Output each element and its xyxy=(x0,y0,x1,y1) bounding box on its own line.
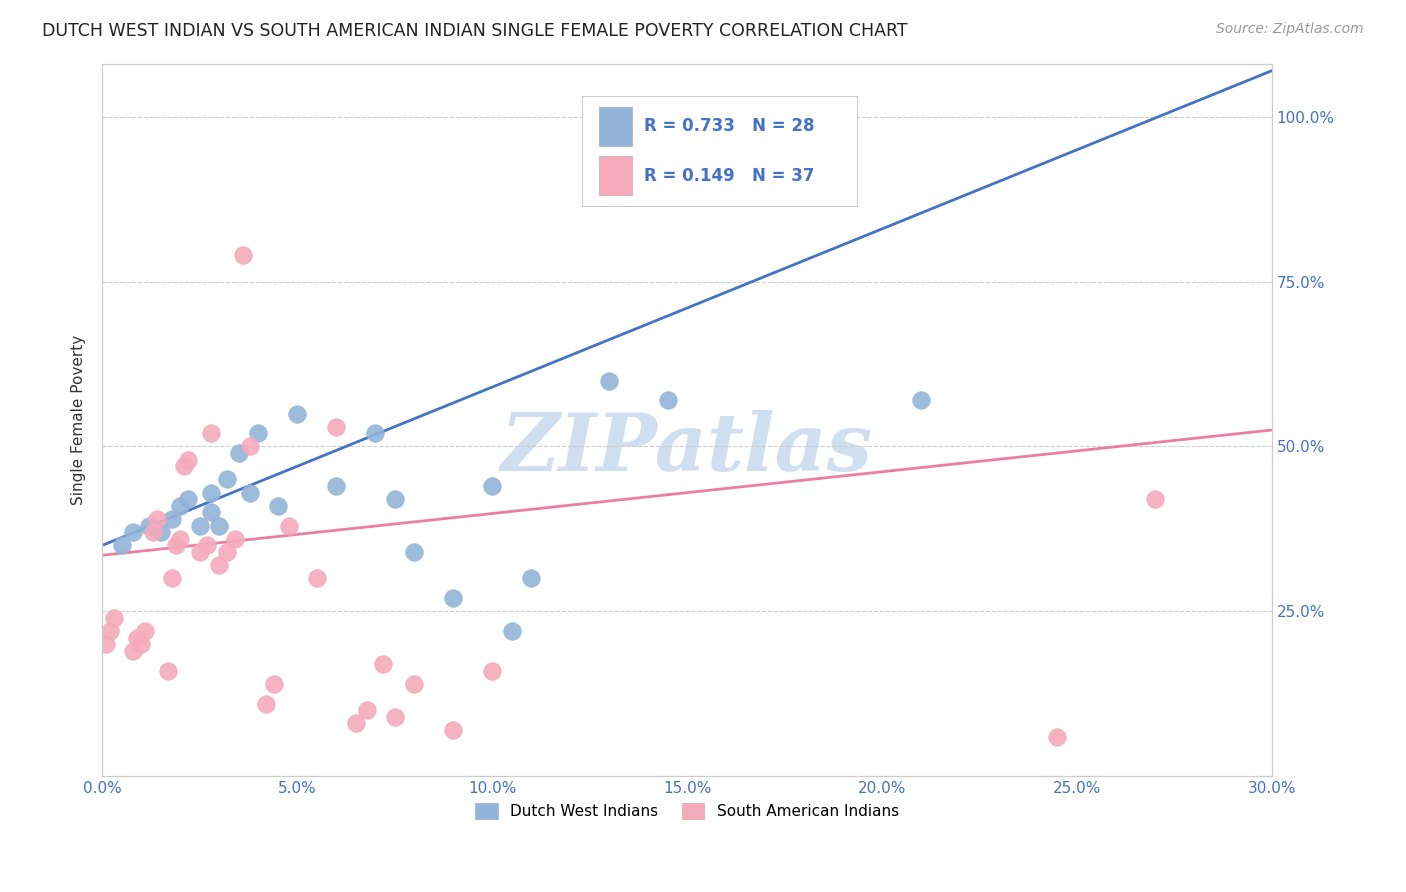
Point xyxy=(177,452,200,467)
Point xyxy=(165,538,187,552)
FancyBboxPatch shape xyxy=(582,96,856,206)
Point xyxy=(598,374,620,388)
Point xyxy=(356,703,378,717)
Point xyxy=(384,710,406,724)
Point xyxy=(134,624,156,639)
Legend: Dutch West Indians, South American Indians: Dutch West Indians, South American India… xyxy=(470,797,905,825)
Point xyxy=(278,518,301,533)
Point xyxy=(146,512,169,526)
Point xyxy=(169,499,191,513)
Point xyxy=(481,664,503,678)
Point xyxy=(94,637,117,651)
Point xyxy=(142,525,165,540)
Point xyxy=(122,525,145,540)
Point xyxy=(657,393,679,408)
Point xyxy=(122,644,145,658)
Point xyxy=(224,532,246,546)
Point xyxy=(239,485,262,500)
Point xyxy=(200,485,222,500)
Point xyxy=(215,473,238,487)
Point xyxy=(127,631,149,645)
Point xyxy=(254,697,277,711)
Text: DUTCH WEST INDIAN VS SOUTH AMERICAN INDIAN SINGLE FEMALE POVERTY CORRELATION CHA: DUTCH WEST INDIAN VS SOUTH AMERICAN INDI… xyxy=(42,22,908,40)
Point xyxy=(285,407,308,421)
Point xyxy=(197,538,219,552)
Point xyxy=(149,525,172,540)
Point xyxy=(1143,492,1166,507)
Point xyxy=(200,426,222,441)
Point xyxy=(157,664,180,678)
FancyBboxPatch shape xyxy=(599,156,633,195)
Point xyxy=(208,558,231,573)
Point xyxy=(305,571,328,585)
Point xyxy=(111,538,134,552)
Text: R = 0.733   N = 28: R = 0.733 N = 28 xyxy=(644,117,814,136)
Point xyxy=(200,505,222,519)
Point xyxy=(501,624,523,639)
Point xyxy=(325,479,347,493)
Point xyxy=(98,624,121,639)
Point xyxy=(177,492,200,507)
Point xyxy=(239,440,262,454)
Point xyxy=(520,571,543,585)
Point xyxy=(910,393,932,408)
Point xyxy=(228,446,250,460)
Y-axis label: Single Female Poverty: Single Female Poverty xyxy=(72,335,86,505)
Point xyxy=(169,532,191,546)
Point xyxy=(384,492,406,507)
Point xyxy=(188,518,211,533)
Text: Source: ZipAtlas.com: Source: ZipAtlas.com xyxy=(1216,22,1364,37)
Point xyxy=(208,518,231,533)
Point xyxy=(247,426,270,441)
Point xyxy=(481,479,503,493)
Point xyxy=(325,419,347,434)
Point xyxy=(441,723,464,737)
Point xyxy=(441,591,464,606)
Point xyxy=(129,637,152,651)
Point xyxy=(263,677,285,691)
Point xyxy=(162,571,184,585)
Point xyxy=(103,611,125,625)
Point xyxy=(215,545,238,559)
Point xyxy=(404,677,426,691)
FancyBboxPatch shape xyxy=(599,107,633,145)
Point xyxy=(344,716,367,731)
Point xyxy=(364,426,387,441)
Point xyxy=(173,459,195,474)
Point xyxy=(162,512,184,526)
Point xyxy=(232,248,254,262)
Text: ZIPatlas: ZIPatlas xyxy=(501,409,873,487)
Text: R = 0.149   N = 37: R = 0.149 N = 37 xyxy=(644,167,814,185)
Point xyxy=(188,545,211,559)
Point xyxy=(1046,730,1069,744)
Point xyxy=(404,545,426,559)
Point xyxy=(138,518,160,533)
Point xyxy=(371,657,394,671)
Point xyxy=(266,499,288,513)
